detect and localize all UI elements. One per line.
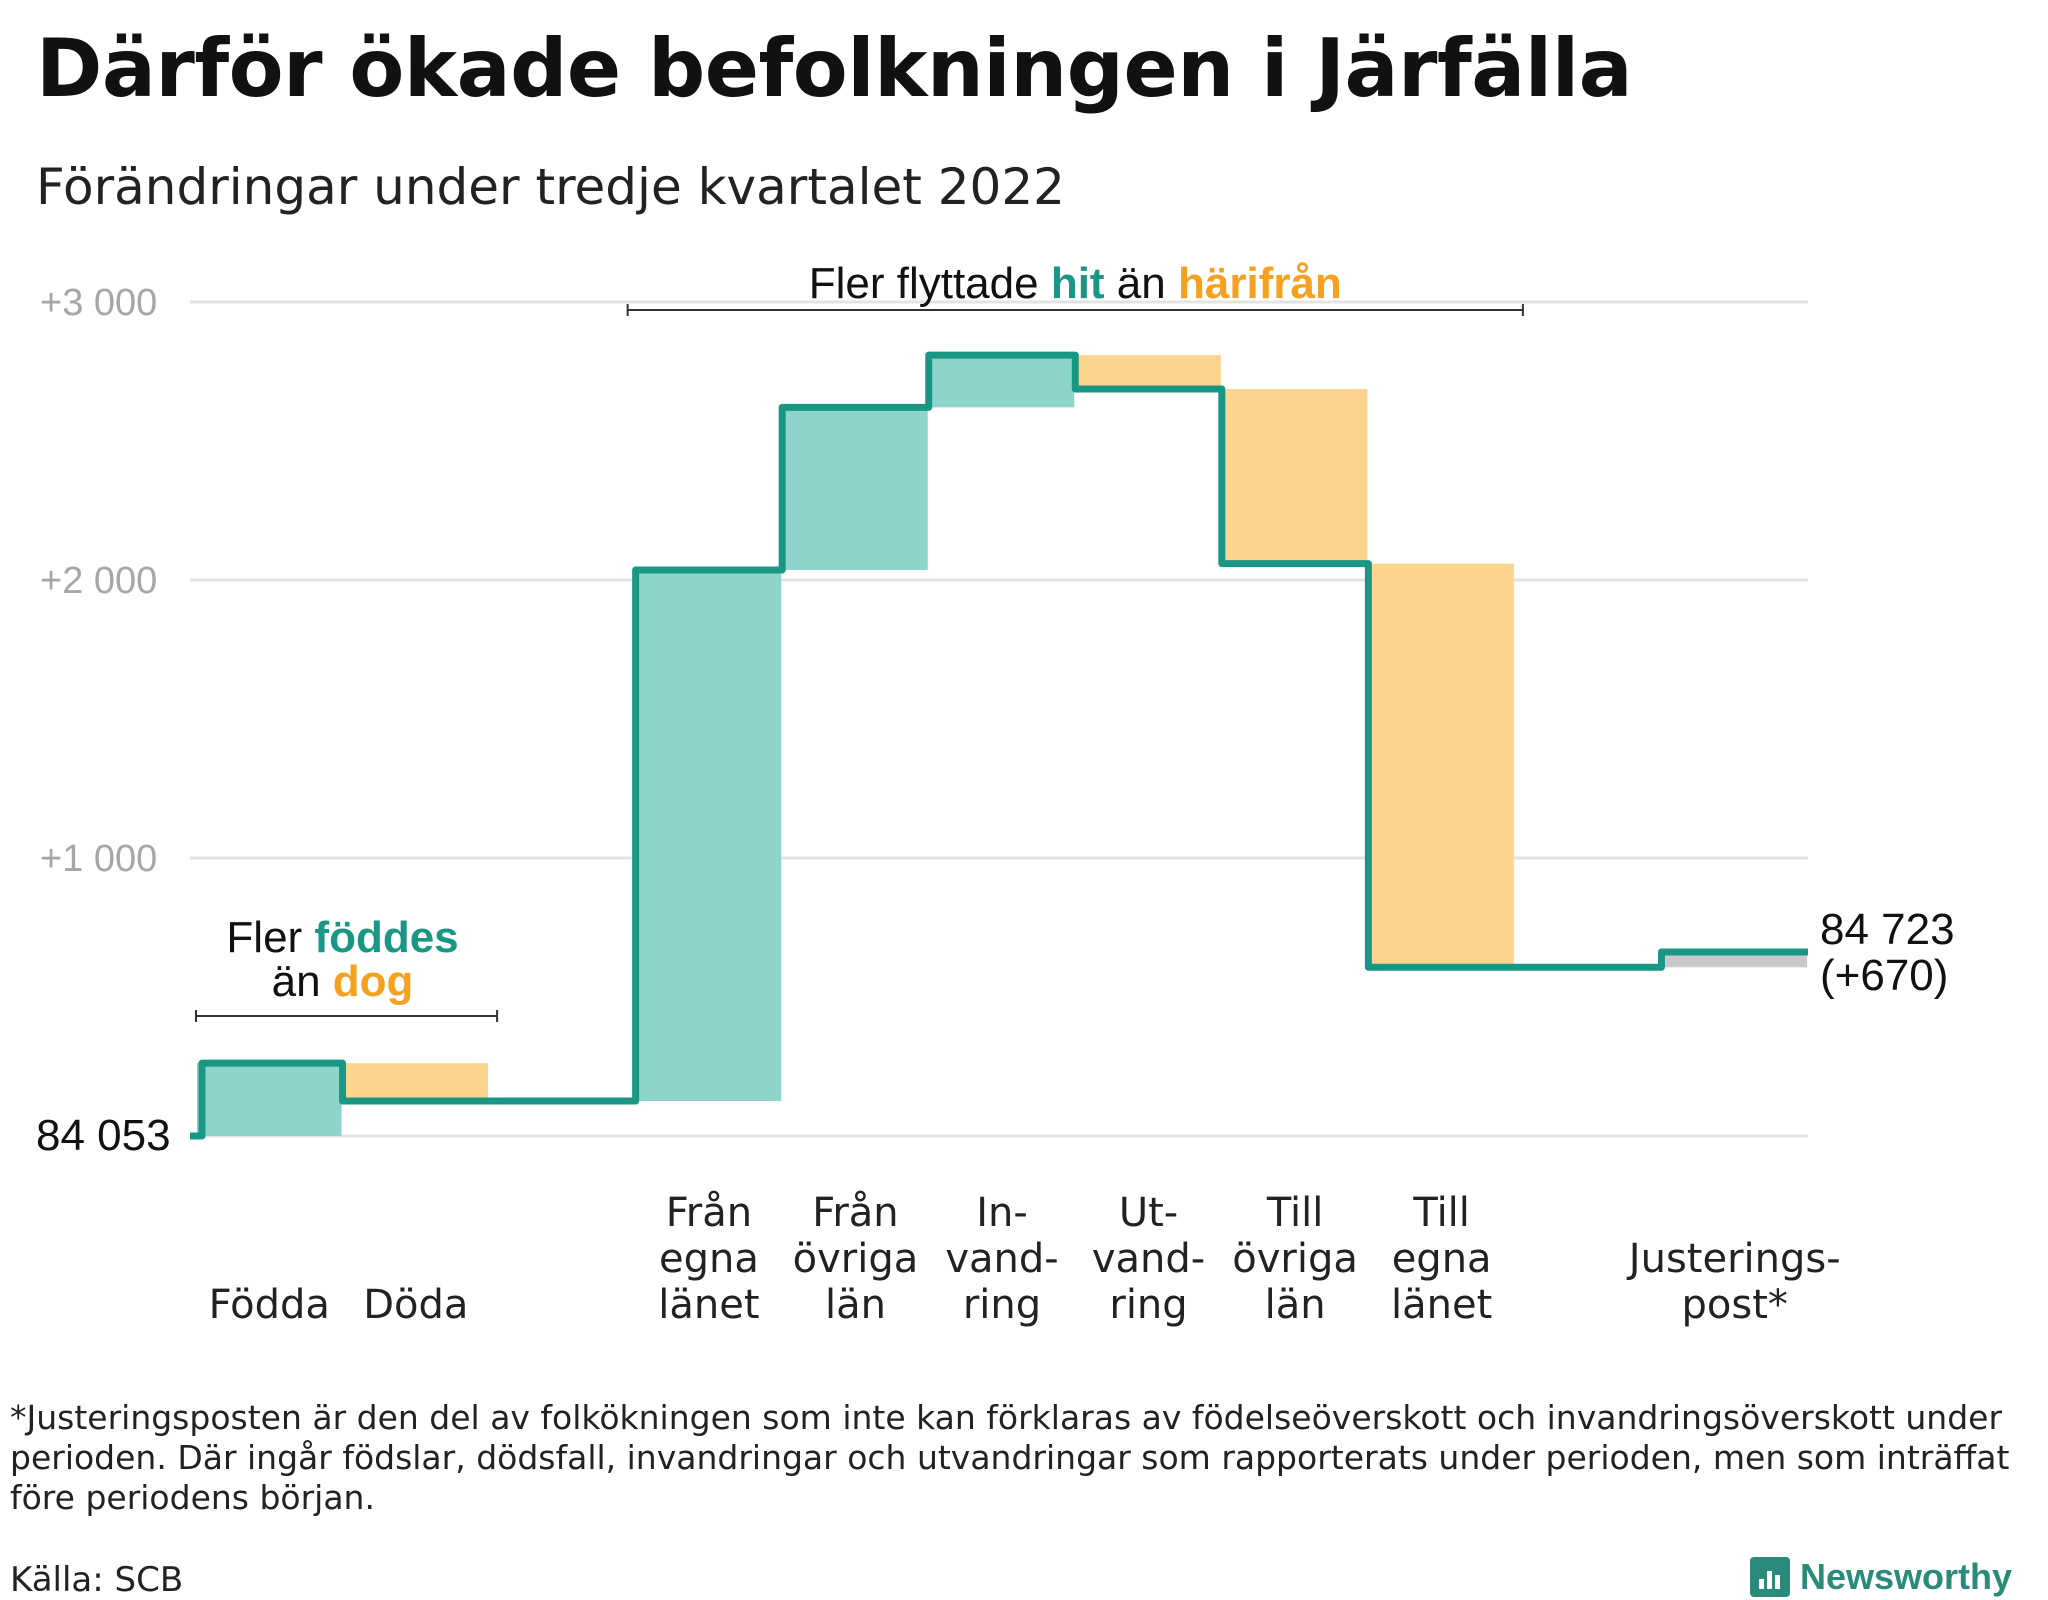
waterfall-bar <box>929 355 1075 408</box>
category-label: ring <box>963 1282 1041 1328</box>
category-label: Döda <box>363 1282 468 1328</box>
gridlines <box>190 300 1808 1138</box>
bars <box>197 355 1807 1136</box>
y-tick-labels: +1 000 +2 000 +3 000 <box>40 282 157 880</box>
category-label: egna <box>659 1236 759 1282</box>
end-value-label: 84 723 <box>1820 905 1955 954</box>
category-label: Från <box>812 1190 898 1236</box>
category-label: Ut- <box>1119 1190 1178 1236</box>
category-label: länet <box>1391 1282 1492 1328</box>
category-label: län <box>1265 1282 1326 1328</box>
category-label: Födda <box>209 1282 330 1328</box>
category-label: ring <box>1109 1282 1187 1328</box>
brand-logo: Newsworthy <box>1749 1556 2012 1598</box>
end-change-label: (+670) <box>1820 951 1948 1000</box>
category-label: länet <box>658 1282 759 1328</box>
category-label: Justerings- <box>1626 1236 1841 1282</box>
chart-title: Därför ökade befolkningen i Järfälla <box>36 22 1633 115</box>
category-label: övriga <box>1232 1236 1358 1282</box>
waterfall-bar <box>343 1063 489 1101</box>
category-label: egna <box>1392 1236 1492 1282</box>
category-label: vand- <box>945 1236 1058 1282</box>
category-label: Till <box>1266 1190 1324 1236</box>
waterfall-bar <box>197 1063 342 1136</box>
step-line <box>190 351 1808 1140</box>
waterfall-bar <box>1222 389 1368 564</box>
category-label: vand- <box>1092 1236 1205 1282</box>
newsworthy-icon <box>1749 1557 1790 1597</box>
category-label: övriga <box>793 1236 919 1282</box>
end-labels: 84 053 84 723(+670) <box>36 905 1955 1160</box>
category-label: Till <box>1412 1190 1470 1236</box>
category-label: län <box>825 1282 886 1328</box>
category-labels: Födda DödaFrånegnalänetFrånövrigalänIn-va… <box>209 1190 1841 1328</box>
category-label: In- <box>976 1190 1028 1236</box>
y-tick-label: +3 000 <box>40 282 157 324</box>
waterfall-bar <box>1369 563 1514 968</box>
start-value-label: 84 053 <box>36 1111 171 1160</box>
brand-name: Newsworthy <box>1799 1556 2012 1597</box>
waterfall-bar <box>783 407 928 570</box>
category-label: Från <box>666 1190 752 1236</box>
waterfall-bar <box>636 569 782 1101</box>
chart-subtitle: Förändringar under tredje kvartalet 2022 <box>36 158 1065 216</box>
waterfall-bar <box>1662 951 1807 968</box>
footnote: *Justeringsposten är den del av folkökni… <box>10 1398 2010 1517</box>
y-tick-label: +2 000 <box>40 560 157 602</box>
y-tick-label: +1 000 <box>40 838 157 880</box>
annotation-text: än dog <box>272 957 414 1006</box>
annotation-text: Fler flyttade hit än härifrån <box>809 259 1342 308</box>
source-label: Källa: SCB <box>10 1560 184 1600</box>
annotation-text: Fler föddes <box>226 913 458 962</box>
cumulative-line <box>190 351 1808 1140</box>
waterfall-bar <box>1076 355 1221 390</box>
category-label: post* <box>1682 1282 1788 1328</box>
waterfall-chart: +1 000+2 000+3 000 Födda DödaFrånegnaläne… <box>36 259 1955 1328</box>
